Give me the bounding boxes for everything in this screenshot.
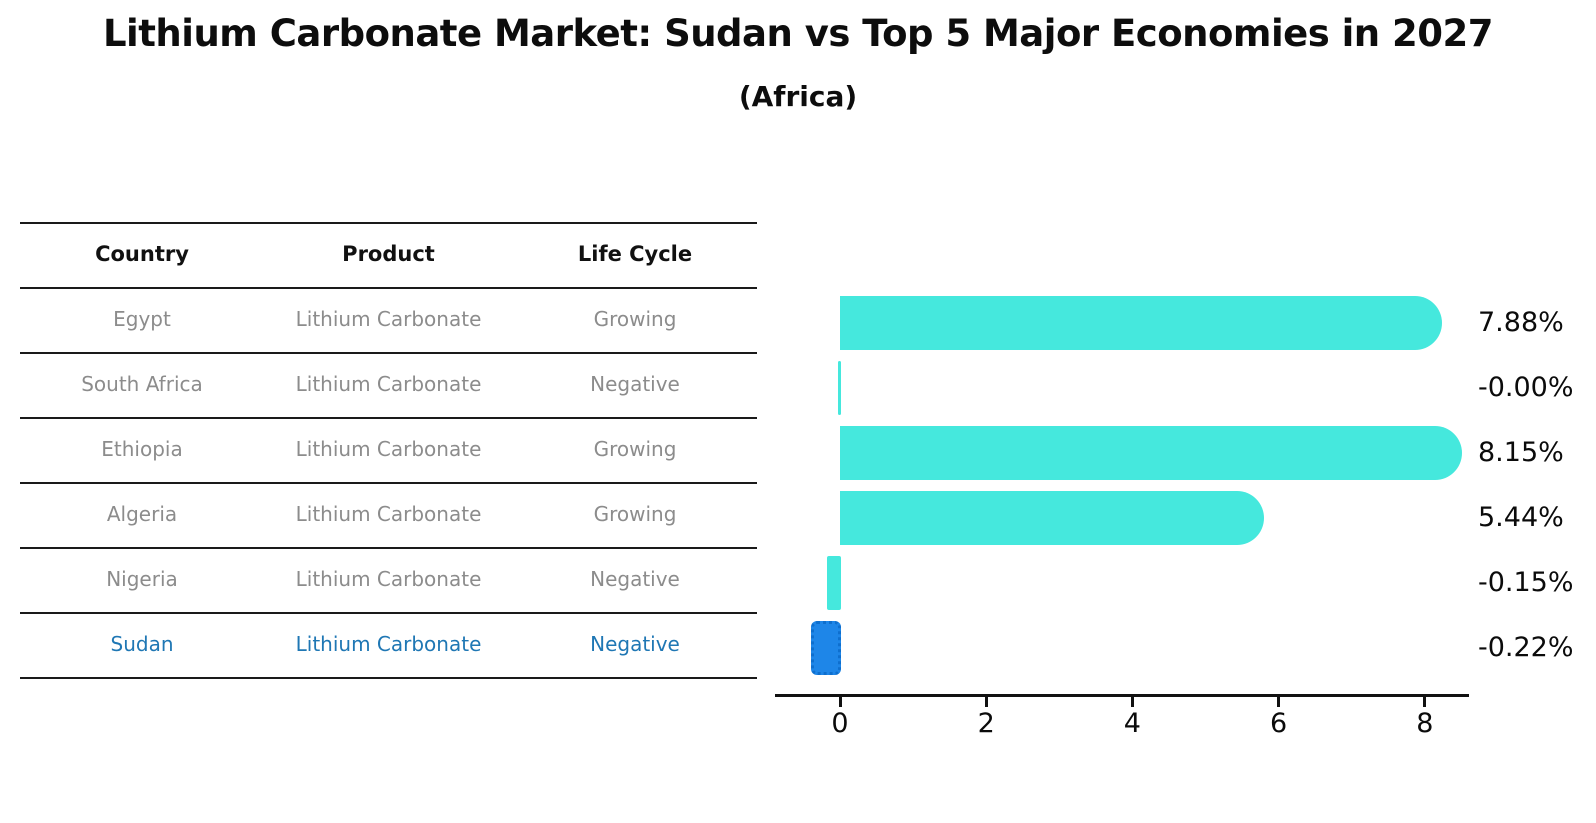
table-cell-life_cycle-nigeria: Negative — [590, 567, 680, 591]
table-cell-country-sudan: Sudan — [110, 632, 174, 656]
table-cell-product-algeria: Lithium Carbonate — [295, 502, 482, 526]
x-tick-mark-4 — [1130, 697, 1134, 707]
value-label-south-africa: -0.00% — [1478, 372, 1574, 403]
table-cell-product-sudan: Lithium Carbonate — [295, 632, 482, 656]
table-row-rule — [20, 287, 757, 289]
table-cell-product-egypt: Lithium Carbonate — [295, 307, 482, 331]
bar-sudan — [810, 621, 841, 675]
table-row-rule — [20, 612, 757, 614]
table-cell-life_cycle-ethiopia: Growing — [593, 437, 677, 461]
table-header-country: Country — [95, 242, 189, 266]
table-row-rule — [20, 547, 757, 549]
chart-subtitle: (Africa) — [738, 80, 858, 113]
value-label-algeria: 5.44% — [1478, 502, 1564, 533]
x-tick-label-4: 4 — [1123, 708, 1141, 739]
x-tick-mark-6 — [1277, 697, 1281, 707]
bar-algeria — [840, 491, 1264, 545]
table-cell-product-ethiopia: Lithium Carbonate — [295, 437, 482, 461]
x-tick-mark-2 — [984, 697, 988, 707]
table-top-rule — [20, 222, 757, 224]
x-axis — [775, 694, 1469, 697]
x-tick-label-2: 2 — [977, 708, 995, 739]
x-tick-label-6: 6 — [1270, 708, 1288, 739]
table-cell-country-algeria: Algeria — [106, 502, 178, 526]
table-row-rule — [20, 352, 757, 354]
table-cell-country-egypt: Egypt — [113, 307, 171, 331]
value-label-nigeria: -0.15% — [1478, 567, 1574, 598]
x-tick-mark-8 — [1423, 697, 1427, 707]
table-row-rule — [20, 677, 757, 679]
value-label-ethiopia: 8.15% — [1478, 437, 1564, 468]
table-row-rule — [20, 482, 757, 484]
value-label-egypt: 7.88% — [1478, 307, 1564, 338]
bar-egypt — [840, 296, 1443, 350]
table-row-rule — [20, 417, 757, 419]
x-tick-label-0: 0 — [831, 708, 849, 739]
table-header-product: Product — [342, 242, 435, 266]
bar-south-africa — [838, 361, 841, 415]
bar-ethiopia — [840, 426, 1462, 480]
chart-title: Lithium Carbonate Market: Sudan vs Top 5… — [102, 12, 1494, 55]
table-cell-country-ethiopia: Ethiopia — [101, 437, 183, 461]
table-cell-product-south-africa: Lithium Carbonate — [295, 372, 482, 396]
table-cell-life_cycle-algeria: Growing — [593, 502, 677, 526]
table-header-life_cycle: Life Cycle — [577, 242, 693, 266]
value-label-sudan: -0.22% — [1478, 632, 1574, 663]
table-cell-product-nigeria: Lithium Carbonate — [295, 567, 482, 591]
x-tick-mark-0 — [838, 697, 842, 707]
table-cell-country-nigeria: Nigeria — [106, 567, 178, 591]
x-tick-label-8: 8 — [1416, 708, 1434, 739]
table-cell-life_cycle-sudan: Negative — [590, 632, 680, 656]
table-cell-country-south-africa: South Africa — [81, 372, 203, 396]
table-cell-life_cycle-south-africa: Negative — [590, 372, 680, 396]
bar-nigeria — [827, 556, 841, 610]
table-cell-life_cycle-egypt: Growing — [593, 307, 677, 331]
